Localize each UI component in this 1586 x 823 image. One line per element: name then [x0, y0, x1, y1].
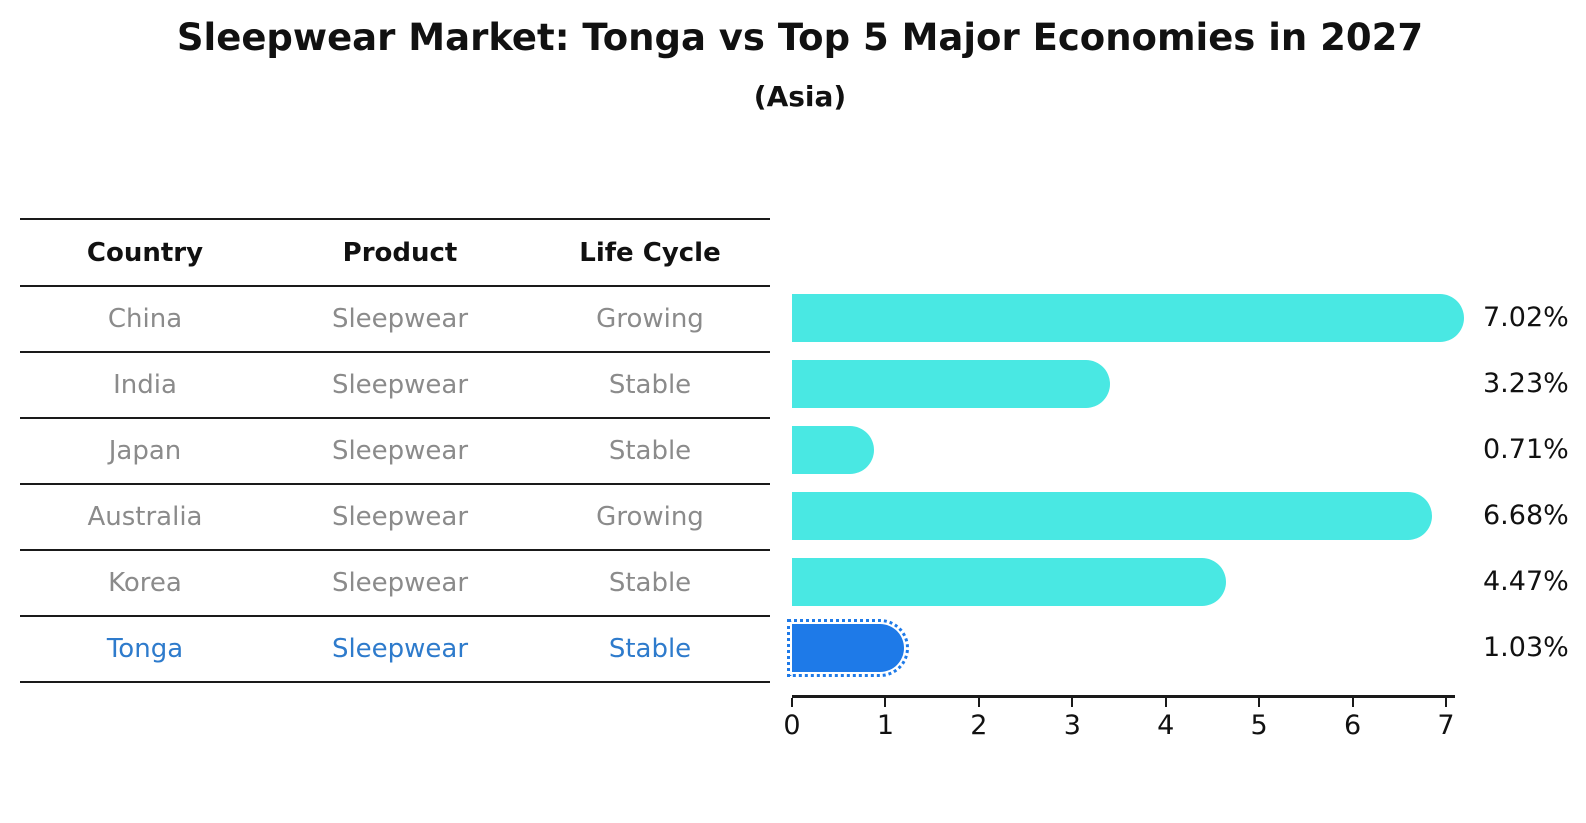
cell-product: Sleepwear	[331, 436, 469, 466]
value-label-india: 3.23%	[1483, 368, 1569, 399]
x-tick-label: 2	[970, 710, 988, 741]
x-axis-line	[792, 695, 1455, 698]
table-row: Australia Sleepwear Growing	[20, 485, 770, 551]
bar-row	[792, 285, 1464, 351]
table-header-row: Country Product Life Cycle	[20, 220, 770, 287]
column-header-country: Country	[86, 237, 204, 268]
bar-australia	[792, 492, 1433, 540]
x-tick-mark	[1071, 698, 1074, 707]
cell-product: Sleepwear	[331, 568, 469, 598]
bar-row	[792, 417, 1455, 483]
x-tick-mark	[977, 698, 980, 707]
x-tick-label: 3	[1063, 710, 1081, 741]
table-row: India Sleepwear Stable	[20, 353, 770, 419]
x-tick-mark	[1258, 698, 1261, 707]
value-label-korea: 4.47%	[1483, 566, 1569, 597]
x-tick-mark	[1164, 698, 1167, 707]
value-label-australia: 6.68%	[1483, 500, 1569, 531]
cell-life-cycle: Growing	[596, 502, 704, 532]
x-tick-label: 6	[1343, 710, 1362, 741]
column-header-life-cycle: Life Cycle	[579, 237, 721, 268]
cell-life-cycle: Stable	[608, 634, 692, 664]
x-tick-mark	[1445, 698, 1447, 707]
table-row: China Sleepwear Growing	[20, 287, 770, 353]
x-tick-label: 1	[876, 710, 895, 741]
x-tick-label: 7	[1437, 710, 1455, 741]
chart-title: Sleepwear Market: Tonga vs Top 5 Major E…	[176, 16, 1424, 59]
x-tick-mark	[884, 698, 887, 707]
value-label-china: 7.02%	[1483, 302, 1569, 333]
table-row: Japan Sleepwear Stable	[20, 419, 770, 485]
bar-japan	[792, 426, 875, 474]
bar-row	[792, 549, 1455, 615]
cell-country: Japan	[108, 436, 182, 466]
cell-country: Tonga	[106, 634, 184, 664]
bar-row	[792, 483, 1455, 549]
x-tick-label: 0	[783, 710, 801, 741]
cell-country: India	[113, 370, 177, 400]
bar-china	[792, 294, 1464, 342]
cell-product: Sleepwear	[331, 502, 469, 532]
bar-row	[786, 615, 1455, 681]
country-table: Country Product Life Cycle China Sleepwe…	[20, 218, 770, 683]
bar-korea	[792, 558, 1226, 606]
bar-tonga-highlighted	[786, 619, 910, 677]
cell-country: China	[107, 304, 183, 334]
x-tick-mark	[791, 698, 793, 707]
cell-product: Sleepwear	[331, 634, 469, 664]
bar-india	[792, 360, 1110, 408]
cell-life-cycle: Stable	[608, 370, 692, 400]
cell-life-cycle: Stable	[608, 568, 692, 598]
cell-country: Australia	[87, 502, 203, 532]
value-label-japan: 0.71%	[1483, 434, 1569, 465]
cell-country: Korea	[108, 568, 182, 598]
x-tick-mark	[1351, 698, 1354, 707]
table-row-tonga: Tonga Sleepwear Stable	[20, 617, 770, 683]
x-tick-label: 4	[1157, 710, 1175, 741]
cell-life-cycle: Stable	[608, 436, 692, 466]
bar-value-labels: 7.02% 3.23% 0.71% 6.68% 4.47% 1.03%	[1483, 285, 1583, 681]
bar-row	[792, 351, 1455, 417]
table-row: Korea Sleepwear Stable	[20, 551, 770, 617]
cell-product: Sleepwear	[331, 370, 469, 400]
cell-life-cycle: Growing	[596, 304, 704, 334]
x-tick-label: 5	[1250, 710, 1268, 741]
chart-subtitle: (Asia)	[753, 80, 847, 113]
bar-plot-area	[786, 285, 1464, 681]
column-header-product: Product	[342, 237, 458, 268]
value-label-tonga: 1.03%	[1483, 632, 1569, 663]
cell-product: Sleepwear	[331, 304, 469, 334]
